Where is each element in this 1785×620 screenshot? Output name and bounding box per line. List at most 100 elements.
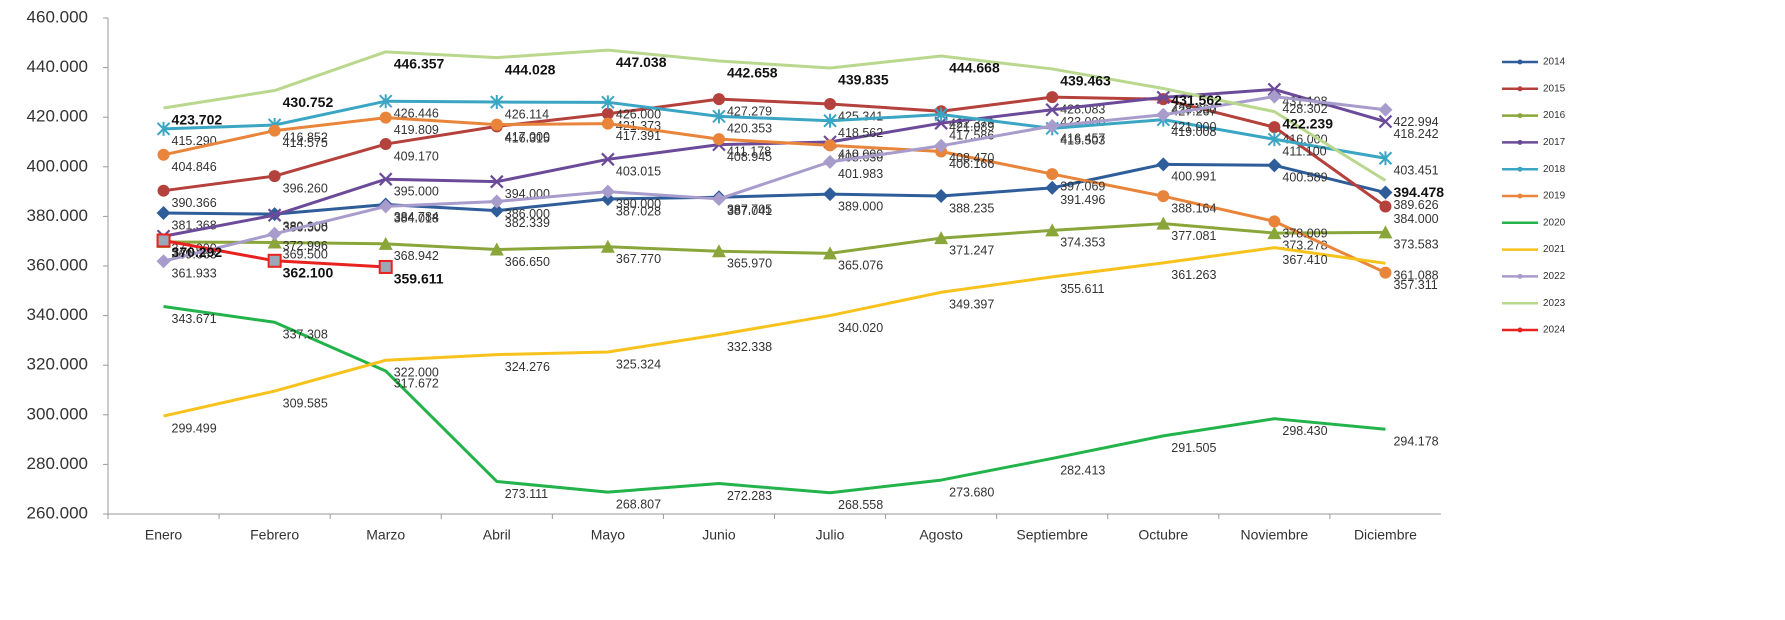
marker xyxy=(823,154,838,169)
x-tick-label: Abril xyxy=(483,527,511,543)
data-label: 391.496 xyxy=(1060,193,1105,207)
data-label: 431.562 xyxy=(1171,92,1222,108)
series: 390.366396.260409.170416.315421.373427.2… xyxy=(157,91,1439,226)
legend-label: 2017 xyxy=(1543,137,1566,148)
series-line xyxy=(163,95,1386,263)
marker xyxy=(824,139,837,152)
legend-label: 2015 xyxy=(1543,83,1566,94)
series: 369.663 369.500 368.942 366.650 367.770 365.9… xyxy=(156,216,1439,273)
marker xyxy=(712,133,725,146)
marker xyxy=(489,203,504,218)
series-line xyxy=(163,246,1386,418)
marker xyxy=(157,184,170,197)
legend-label: 2023 xyxy=(1543,298,1566,309)
marker xyxy=(1267,82,1282,97)
marker xyxy=(601,95,615,110)
marker xyxy=(490,174,504,189)
data-label: 361.933 xyxy=(172,267,217,281)
data-label: 359.611 xyxy=(394,271,444,287)
marker xyxy=(823,113,837,128)
data-label: 394.478 xyxy=(1393,184,1444,200)
series: 404.846 414.575 419.809 417.000 417.391 411.1… xyxy=(157,111,1438,292)
series-line xyxy=(163,48,1387,182)
legend-marker xyxy=(1517,139,1523,145)
data-label: 372.996 xyxy=(283,239,328,253)
data-label: 422.994 xyxy=(1393,115,1438,129)
data-label: 389.000 xyxy=(838,199,883,213)
data-label: 378.009 xyxy=(1282,227,1327,241)
marker xyxy=(934,107,948,122)
series: 423.702 430.752 446.357 444.028 447.038 442.6… xyxy=(163,48,1444,200)
marker xyxy=(711,244,726,258)
legend-label: 2018 xyxy=(1543,164,1566,175)
series-line xyxy=(163,116,1387,275)
data-label: 298.430 xyxy=(1282,424,1327,438)
data-label: 367.410 xyxy=(1282,253,1327,267)
marker xyxy=(267,253,282,268)
data-label: 415.503 xyxy=(1060,134,1105,148)
y-tick-label: 280.000 xyxy=(27,454,88,473)
marker xyxy=(600,239,615,253)
marker xyxy=(489,194,504,209)
data-label: 417.391 xyxy=(616,129,661,143)
data-label: 388.164 xyxy=(1171,201,1216,215)
marker xyxy=(490,118,503,131)
marker xyxy=(156,121,171,136)
data-label: 422.239 xyxy=(1282,115,1333,131)
data-label: 414.575 xyxy=(283,136,328,150)
data-label: 365.076 xyxy=(838,259,883,273)
data-label: 273.111 xyxy=(505,487,548,501)
marker xyxy=(712,109,726,124)
data-label: 361.088 xyxy=(1393,269,1438,283)
data-label: 325.324 xyxy=(616,357,661,371)
data-label: 418.242 xyxy=(1393,127,1438,141)
marker xyxy=(379,111,392,124)
x-tick-label: Diciembre xyxy=(1354,527,1417,543)
y-tick-label: 440.000 xyxy=(27,57,88,76)
data-label: 421.089 xyxy=(949,120,994,134)
y-tick-label: 360.000 xyxy=(27,255,88,274)
legend-label: 2019 xyxy=(1543,191,1566,202)
x-tick-label: Julio xyxy=(816,527,845,543)
data-label: 390.366 xyxy=(172,196,217,210)
data-label: 389.626 xyxy=(1393,198,1438,212)
data-label: 361.263 xyxy=(1171,268,1216,282)
x-tick-label: Junio xyxy=(702,527,736,543)
marker xyxy=(600,191,615,206)
data-label: 426.000 xyxy=(616,108,661,122)
y-tick-label: 260.000 xyxy=(27,503,88,522)
data-label: 371.247 xyxy=(949,243,994,257)
data-label: 384.018 xyxy=(394,212,439,226)
data-label: 420.353 xyxy=(727,122,772,136)
marker xyxy=(1267,132,1282,147)
data-label: 294.178 xyxy=(1393,435,1438,449)
y-tick-label: 380.000 xyxy=(27,206,88,225)
marker xyxy=(601,107,614,120)
marker xyxy=(934,138,949,153)
data-label: 291.505 xyxy=(1171,441,1216,455)
marker xyxy=(490,95,504,110)
data-label: 403.451 xyxy=(1393,164,1438,178)
data-label: 299.499 xyxy=(172,421,217,435)
data-label: 268.807 xyxy=(616,497,661,511)
marker xyxy=(378,259,393,274)
data-label: 446.357 xyxy=(394,56,445,72)
marker xyxy=(823,187,838,202)
marker xyxy=(156,206,171,221)
series-line xyxy=(163,99,1386,160)
data-label: 349.397 xyxy=(949,298,994,312)
marker xyxy=(1045,102,1059,117)
data-label: 397.069 xyxy=(1060,179,1105,193)
legend-marker xyxy=(1517,193,1523,199)
data-label: 396.260 xyxy=(283,181,328,195)
marker xyxy=(1379,266,1392,279)
marker xyxy=(267,208,282,222)
y-tick-label: 460.000 xyxy=(27,7,88,26)
marker xyxy=(1156,107,1171,122)
legend-marker xyxy=(1517,86,1523,92)
x-tick-label: Febrero xyxy=(250,527,299,543)
series: 370.292 362.100 359.611 xyxy=(156,233,444,287)
